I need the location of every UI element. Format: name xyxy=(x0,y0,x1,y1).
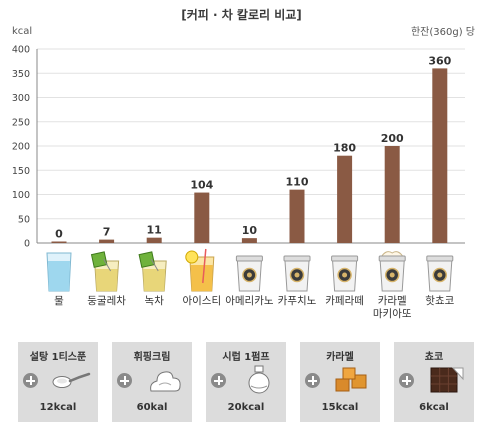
bar xyxy=(289,189,305,243)
y-tick-label: 50 xyxy=(18,214,30,225)
y-tick-label: 300 xyxy=(12,93,30,104)
plus-icon xyxy=(23,373,38,388)
tea-bag-icon xyxy=(90,251,120,292)
y-axis-label: kcal xyxy=(12,26,32,37)
data-label: 360 xyxy=(428,54,451,67)
coffee-cup-icon xyxy=(426,255,454,292)
addon-card-caramel: 카라멜 15kcal xyxy=(300,342,380,422)
addon-name: 휘핑크림 xyxy=(133,352,171,363)
data-label: 10 xyxy=(242,224,258,237)
category-label: 아메리카노 xyxy=(225,295,274,307)
addon-kcal: 15kcal xyxy=(321,402,359,413)
category-label: 물 xyxy=(54,295,64,307)
addon-cards: 설탕 1티스푼 12kcal 휘핑크림 60kal 시럽 1펌프 20kcal … xyxy=(18,342,474,426)
data-label: 0 xyxy=(55,228,63,241)
data-label: 7 xyxy=(103,226,111,239)
bar xyxy=(337,155,353,243)
data-label: 11 xyxy=(147,224,162,237)
category-label: 핫쵸코 xyxy=(425,295,454,307)
whipped-cream-icon xyxy=(150,371,181,392)
y-tick-label: 400 xyxy=(12,45,30,56)
addon-kcal: 60kal xyxy=(136,402,168,413)
plus-icon xyxy=(399,373,414,388)
addon-name: 쵸코 xyxy=(424,352,444,363)
addon-name: 시럽 1펌프 xyxy=(222,352,270,363)
y-tick-label: 100 xyxy=(12,190,30,201)
data-label: 110 xyxy=(286,176,309,189)
y-tick-label: 350 xyxy=(12,69,30,80)
y-tick-label: 200 xyxy=(12,142,30,153)
addon-card-chocolate: 쵸코 6kcal xyxy=(394,342,474,422)
chocolate-icon xyxy=(430,367,464,393)
addon-kcal: 12kcal xyxy=(39,402,77,413)
unit-note: 한잔(360g) 당 xyxy=(410,27,475,38)
category-label: 녹차 xyxy=(145,295,165,307)
category-label: 둥굴레차 xyxy=(87,295,126,307)
tea-bag-icon xyxy=(138,251,167,292)
coffee-cup-icon xyxy=(331,255,359,292)
coffee-cup-icon xyxy=(235,255,263,292)
bar xyxy=(146,237,162,243)
bar xyxy=(99,239,115,243)
addon-kcal: 20kcal xyxy=(227,402,265,413)
addon-kcal: 6kcal xyxy=(419,402,449,413)
water-glass-icon xyxy=(46,252,72,292)
addon-name: 설탕 1티스푼 xyxy=(29,352,87,363)
iced-tea-glass-icon xyxy=(185,248,215,292)
addon-card-sugar: 설탕 1티스푼 12kcal xyxy=(18,342,98,422)
category-label: 아이스티 xyxy=(182,295,221,307)
data-label: 180 xyxy=(333,142,356,155)
y-tick-label: 0 xyxy=(24,239,30,250)
bar xyxy=(51,241,67,243)
syrup-bottle-icon xyxy=(248,365,270,394)
plus-icon xyxy=(117,373,132,388)
data-label: 200 xyxy=(381,132,404,145)
y-tick-label: 250 xyxy=(12,117,30,128)
category-label: 카페라떼 xyxy=(325,295,364,307)
addon-name: 카라멜 xyxy=(326,352,354,363)
caramel-icon xyxy=(335,367,367,392)
category-label: 카푸치노 xyxy=(278,295,317,307)
y-tick-label: 150 xyxy=(12,166,30,177)
plus-icon xyxy=(211,373,226,388)
coffee-cup-icon xyxy=(283,255,311,292)
category-label: 마키아또 xyxy=(373,308,412,320)
bar xyxy=(241,238,257,243)
chart-title: [커피 · 차 칼로리 비교] xyxy=(181,8,302,22)
bar xyxy=(384,146,400,243)
whipped-coffee-cup-icon xyxy=(378,251,406,292)
addon-card-whipped-cream: 휘핑크림 60kal xyxy=(112,342,192,422)
data-label: 104 xyxy=(190,179,213,192)
bar xyxy=(432,68,448,244)
calorie-bar-chart: kcal 0 50 100 150 200 250 300 350 400 0 물 7 둥굴레차 11 녹차 1… xyxy=(12,26,465,320)
category-label: 카라멜 xyxy=(378,295,407,307)
bar xyxy=(194,192,210,243)
plus-icon xyxy=(305,373,320,388)
spoon-icon xyxy=(52,372,91,388)
addon-card-syrup: 시럽 1펌프 20kcal xyxy=(206,342,286,422)
